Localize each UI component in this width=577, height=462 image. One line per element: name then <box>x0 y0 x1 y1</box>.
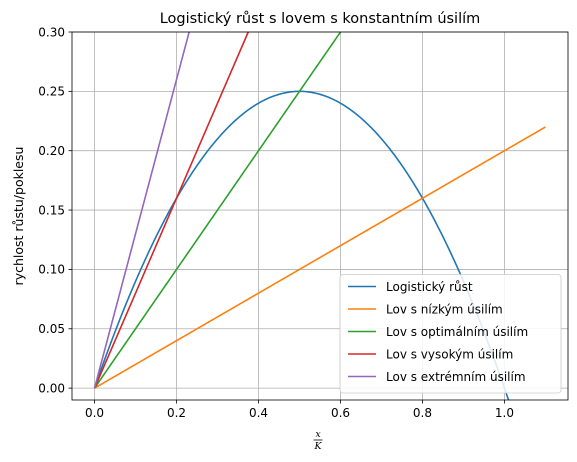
y-tick-label: 0.05 <box>38 322 65 336</box>
chart-title: Logistický růst s lovem s konstantním ús… <box>160 11 481 27</box>
legend-label: Lov s nízkým úsilím <box>386 302 503 316</box>
series-line <box>93 32 190 389</box>
legend-label: Lov s optimálním úsilím <box>386 325 528 339</box>
legend-box <box>339 274 562 394</box>
legend-label: Logistický růst <box>386 280 473 294</box>
x-axis-label: x K <box>313 429 323 452</box>
x-tick-label: 0.8 <box>413 406 432 420</box>
legend-label: Lov s vysokým úsilím <box>386 347 513 361</box>
legend: Logistický růst Lov s nízkým úsilím Lov s … <box>339 274 562 394</box>
y-tick-label: 0.00 <box>38 381 65 395</box>
x-tick-label: 0.0 <box>85 406 104 420</box>
x-tick-label: 1.0 <box>495 406 514 420</box>
legend-label: Lov s extrémním úsilím <box>386 370 526 384</box>
y-axis-ticks: 0.00 0.05 0.10 0.15 0.20 0.25 0.30 <box>38 25 72 395</box>
y-tick-label: 0.10 <box>38 263 65 277</box>
x-axis-label-numerator: x <box>315 429 321 440</box>
y-axis-label: rychlost růstu/poklesu <box>11 147 26 286</box>
y-tick-label: 0.15 <box>38 203 65 217</box>
y-tick-label: 0.20 <box>38 144 65 158</box>
x-tick-label: 0.4 <box>249 406 268 420</box>
x-axis-ticks: 0.0 0.2 0.4 0.6 0.8 1.0 <box>85 400 514 420</box>
x-tick-label: 0.2 <box>167 406 186 420</box>
x-tick-label: 0.6 <box>331 406 350 420</box>
series-line <box>93 32 250 389</box>
series-line <box>94 126 546 389</box>
plot-frame <box>71 31 569 401</box>
y-tick-label: 0.25 <box>38 85 65 99</box>
y-tick-label: 0.30 <box>38 25 65 39</box>
series-line <box>93 32 342 389</box>
x-axis-label-denominator: K <box>313 441 322 452</box>
